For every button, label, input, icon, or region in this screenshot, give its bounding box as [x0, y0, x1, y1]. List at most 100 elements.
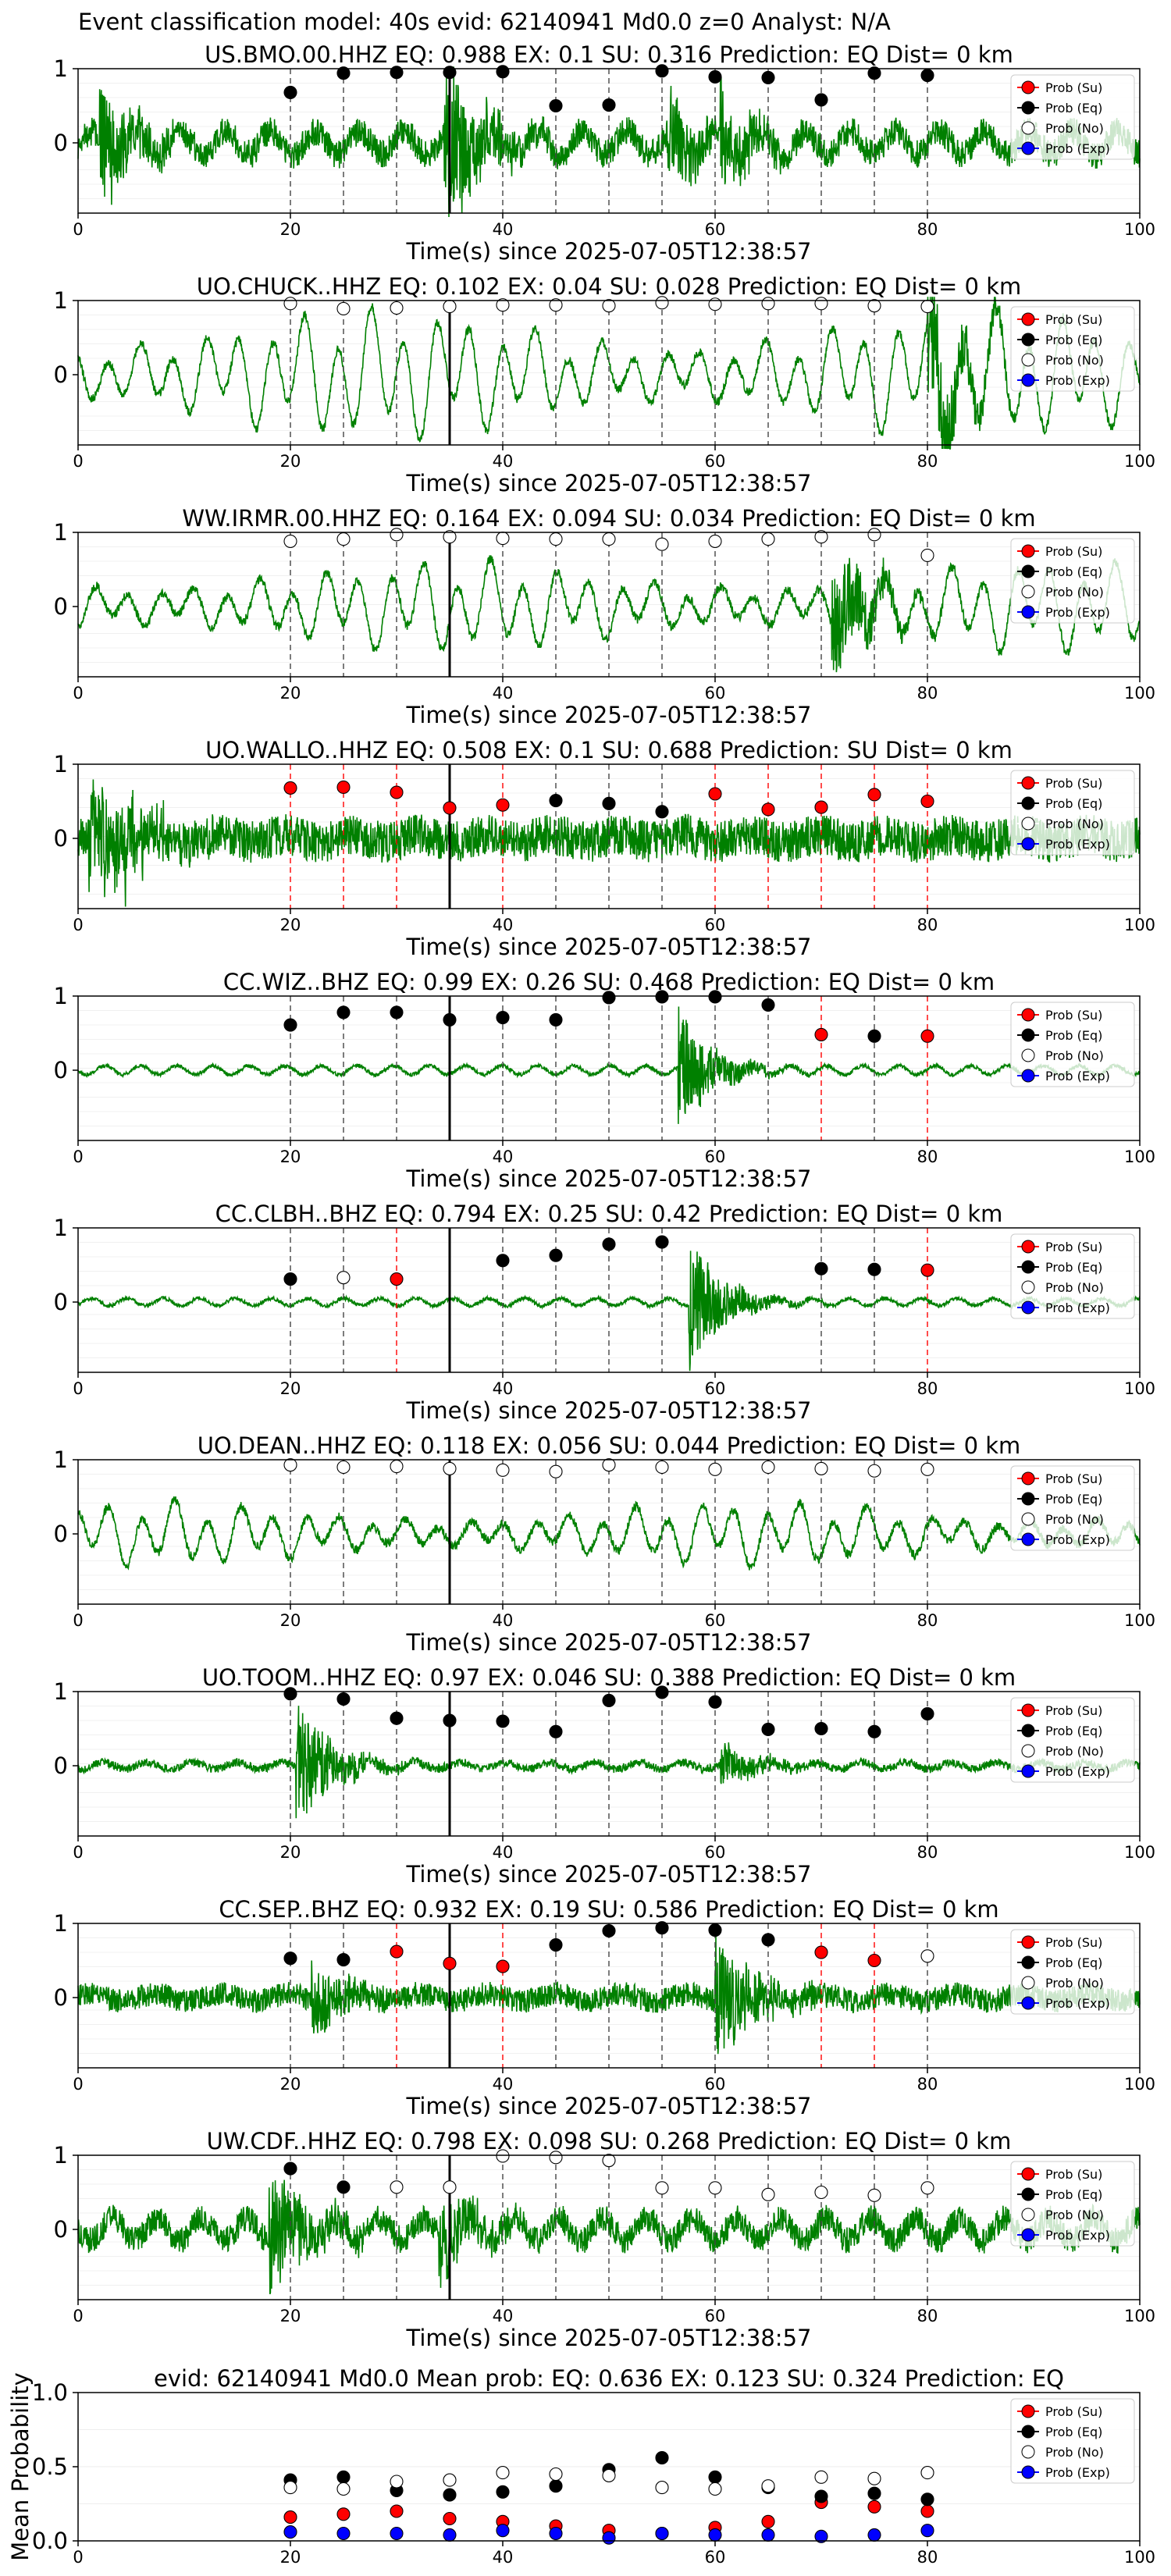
legend-label: Prob (Su) — [1045, 1471, 1102, 1486]
legend-marker — [1021, 544, 1035, 558]
legend-marker — [1021, 1955, 1035, 1969]
prob-point — [390, 301, 404, 315]
station-panel: UO.DEAN..HHZ EQ: 0.118 EX: 0.056 SU: 0.0… — [54, 1432, 1156, 1656]
prob-point — [867, 1724, 881, 1738]
legend-marker — [1021, 1744, 1035, 1758]
prob-point — [549, 98, 563, 113]
prob-point — [920, 548, 934, 563]
x-tick-label: 80 — [917, 1379, 938, 1398]
legend-marker — [1021, 2465, 1035, 2479]
prob-point — [920, 1949, 934, 1963]
prob-point — [920, 2181, 934, 2195]
panel-title: UO.WALLO..HHZ EQ: 0.508 EX: 0.1 SU: 0.68… — [205, 737, 1013, 763]
prob-point — [390, 1272, 404, 1286]
y-tick-label: 0 — [54, 825, 68, 852]
legend-box — [1010, 1697, 1135, 1783]
prob-point — [443, 2180, 457, 2194]
legend-marker — [1021, 1008, 1035, 1022]
legend-label: Prob (Eq) — [1045, 2425, 1102, 2439]
y-tick-label: 0 — [54, 1057, 68, 1083]
x-tick-label: 80 — [917, 220, 938, 239]
legend-label: Prob (Exp) — [1045, 141, 1110, 156]
prob-point — [920, 1263, 934, 1277]
station-panel: CC.SEP..BHZ EQ: 0.932 EX: 0.19 SU: 0.586… — [54, 1896, 1156, 2119]
prob-point — [496, 1959, 510, 1973]
legend-label: Prob (No) — [1045, 585, 1104, 600]
x-tick-label: 60 — [705, 1611, 726, 1630]
y-tick-label: 1 — [54, 1678, 68, 1705]
x-tick-label: 80 — [917, 1843, 938, 1862]
prob-point — [549, 298, 563, 312]
y-tick-label: 1 — [54, 1446, 68, 1473]
axes-frame — [77, 1459, 1141, 1605]
prob-point — [867, 1262, 881, 1276]
prob-point — [602, 299, 616, 313]
mean-prob-point — [920, 2504, 934, 2518]
legend-label: Prob (No) — [1045, 2208, 1104, 2222]
prob-point — [390, 1944, 404, 1959]
legend-label: Prob (Su) — [1045, 1935, 1102, 1950]
mean-prob-point — [549, 2479, 563, 2493]
x-tick-label: 20 — [280, 1147, 301, 1166]
y-tick-label: 1 — [54, 1215, 68, 1241]
station-panel: UW.CDF..HHZ EQ: 0.798 EX: 0.098 SU: 0.26… — [54, 2128, 1156, 2351]
prob-point — [390, 1711, 404, 1725]
prob-point — [549, 2151, 563, 2165]
mean-prob-point — [283, 2481, 297, 2495]
y-tick-label: 0 — [54, 1289, 68, 1315]
y-axis-label: Mean Probability — [7, 2372, 34, 2561]
legend-label: Prob (Su) — [1045, 1008, 1102, 1023]
x-tick-label: 100 — [1124, 2307, 1155, 2325]
x-tick-label: 0 — [73, 220, 83, 239]
x-tick-label: 40 — [493, 452, 514, 471]
figure-suptitle: Event classification model: 40s evid: 62… — [78, 9, 891, 35]
prob-point — [602, 796, 616, 810]
prob-point — [655, 805, 669, 819]
x-tick-label: 0 — [73, 1147, 83, 1166]
station-panel: CC.CLBH..BHZ EQ: 0.794 EX: 0.25 SU: 0.42… — [54, 1201, 1156, 1424]
mean-prob-point — [920, 2524, 934, 2538]
legend-box — [1010, 74, 1135, 160]
x-tick-label: 0 — [73, 1611, 83, 1630]
prob-point — [443, 300, 457, 314]
x-tick-label: 100 — [1124, 2548, 1155, 2567]
panel-title: CC.SEP..BHZ EQ: 0.932 EX: 0.19 SU: 0.586… — [219, 1896, 998, 1923]
y-tick-label: 0.0 — [32, 2528, 68, 2554]
axes-frame — [77, 995, 1141, 1141]
legend-marker — [1021, 564, 1035, 578]
x-tick-label: 40 — [493, 1611, 514, 1630]
legend-label: Prob (Exp) — [1045, 373, 1110, 388]
mean-prob-point — [496, 2485, 510, 2499]
station-panel: CC.WIZ..BHZ EQ: 0.99 EX: 0.26 SU: 0.468 … — [54, 969, 1156, 1192]
y-tick-label: 1 — [54, 751, 68, 777]
prob-point — [761, 532, 775, 546]
prob-point — [814, 1461, 828, 1475]
legend-marker — [1021, 1492, 1035, 1506]
x-tick-label: 100 — [1124, 220, 1155, 239]
prob-point — [814, 93, 828, 107]
prob-point — [708, 787, 722, 801]
prob-point — [549, 1938, 563, 1952]
y-tick-label: 1 — [54, 519, 68, 546]
x-tick-label: 0 — [73, 2307, 83, 2325]
mean-prob-point — [390, 2504, 404, 2518]
legend-marker — [1021, 1724, 1035, 1738]
prob-point — [655, 2181, 669, 2195]
prob-point — [655, 537, 669, 551]
panel-title: US.BMO.00.HHZ EQ: 0.988 EX: 0.1 SU: 0.31… — [205, 41, 1013, 68]
legend-label: Prob (Exp) — [1045, 1996, 1110, 2011]
prob-point — [761, 2187, 775, 2201]
legend-box — [1010, 770, 1135, 856]
station-panel: UO.TOOM..HHZ EQ: 0.97 EX: 0.046 SU: 0.38… — [54, 1664, 1156, 1888]
x-tick-label: 20 — [280, 1379, 301, 1398]
legend-marker — [1021, 2445, 1035, 2459]
prob-point — [390, 528, 404, 542]
prob-point — [655, 1685, 669, 1699]
x-axis-label: Time(s) since 2025-07-05T12:38:57 — [406, 702, 812, 728]
prob-point — [761, 70, 775, 84]
legend-box — [1010, 1002, 1135, 1087]
prob-point — [496, 532, 510, 546]
x-tick-label: 100 — [1124, 916, 1155, 934]
legend-marker — [1021, 2425, 1035, 2439]
prob-point — [867, 299, 881, 313]
